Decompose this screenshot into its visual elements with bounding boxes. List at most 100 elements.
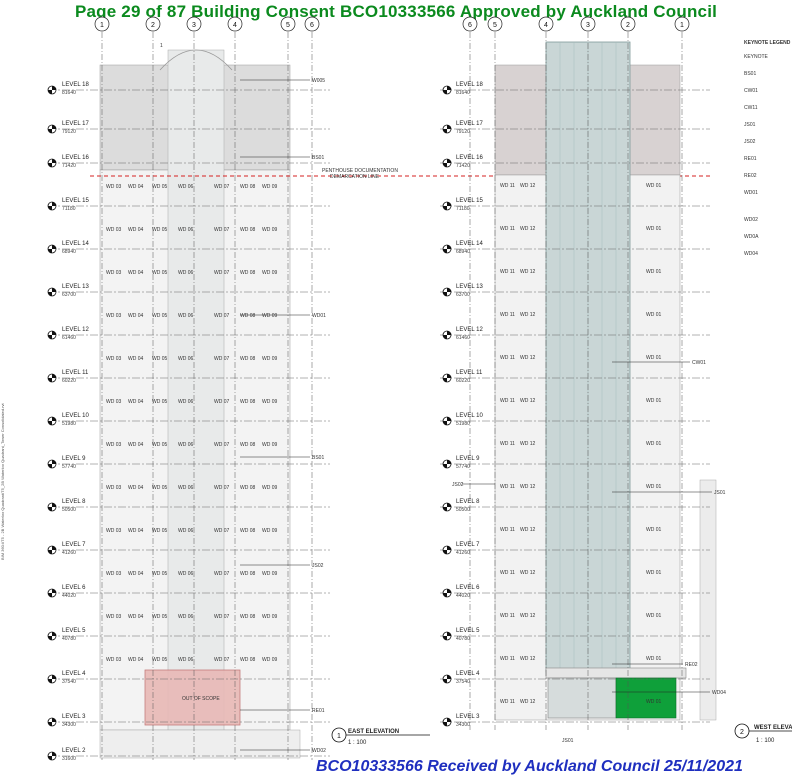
window-tag: WD 06 <box>178 270 194 276</box>
window-tag: WD 12 <box>520 613 536 619</box>
window-tag: WD 05 <box>152 657 168 663</box>
window-tag: WD 11 <box>500 398 515 404</box>
keynote-item: CW11 <box>744 105 758 111</box>
window-tag: WD 08 <box>240 528 256 534</box>
window-tag: WD 12 <box>520 312 536 318</box>
level-name: LEVEL 16 <box>456 155 483 161</box>
window-tag: WD 11 <box>500 699 515 705</box>
level-name: LEVEL 4 <box>456 671 480 677</box>
level-rl: 60220 <box>62 378 76 384</box>
grid-bubble <box>538 16 554 32</box>
demarcation-label: PENTHOUSE DOCUMENTATION <box>322 168 398 174</box>
window-tag: WD 09 <box>262 270 278 276</box>
window-tag: WD 03 <box>106 528 122 534</box>
level-marker-fill <box>443 632 451 640</box>
level-rl: 41260 <box>62 550 76 556</box>
level-marker-fill <box>48 460 56 468</box>
window-tag: WD 08 <box>240 270 256 276</box>
window-tag: WD 08 <box>240 399 256 405</box>
lobby-glazing <box>547 677 617 719</box>
level-marker-fill <box>443 288 451 296</box>
window-tag: WD 11 <box>500 484 515 490</box>
grid-label: 4 <box>233 22 237 29</box>
annotation-label: WD01 <box>312 313 326 319</box>
level-name: LEVEL 12 <box>62 327 89 333</box>
level-rl: 71420 <box>62 163 76 169</box>
level-name: LEVEL 12 <box>456 327 483 333</box>
window-tag: WD 11 <box>500 441 515 447</box>
level-name: LEVEL 3 <box>62 714 86 720</box>
level-rl: 50500 <box>62 507 76 513</box>
window-tag: WD 04 <box>128 227 144 233</box>
window-tag: WD 08 <box>240 614 256 620</box>
west-elevation: 6 5 4 3 2 1 LEVEL 18 81640 LEVEL 17 79120 LEVEL 16… <box>440 16 792 744</box>
window-tag: WD 12 <box>520 656 536 662</box>
annotation-label: JS01 <box>714 490 726 496</box>
window-tag: WD 08 <box>240 485 256 491</box>
window-tag: WD 03 <box>106 356 122 362</box>
level-name: LEVEL 9 <box>62 456 86 462</box>
window-tag: WD 07 <box>214 399 230 405</box>
grid-label: 5 <box>493 22 497 29</box>
window-tag: WD 11 <box>500 269 515 275</box>
window-tag: WD 06 <box>178 356 194 362</box>
level-rl: 31600 <box>62 756 76 762</box>
level-name: LEVEL 6 <box>456 585 480 591</box>
keynote-legend: KEYNOTE LEGEND KEYNOTE BS01 CW01 CW11 JS01 JS0… <box>744 40 791 257</box>
annotation-label: JS02 <box>312 563 324 569</box>
level-marker-fill <box>48 202 56 210</box>
level-name: LEVEL 13 <box>456 284 483 290</box>
keynote-item: JS02 <box>744 139 756 145</box>
level-name: LEVEL 14 <box>456 241 483 247</box>
level-marker-fill <box>48 589 56 597</box>
window-tag: WD 11 <box>500 527 515 533</box>
window-tag: WD 01 <box>646 527 662 533</box>
adjacent-wall <box>699 479 717 721</box>
level-name: LEVEL 10 <box>62 413 89 419</box>
grid-label: 2 <box>626 22 630 29</box>
level-rl: 71180 <box>456 206 470 212</box>
window-tag: WD 01 <box>646 441 662 447</box>
grid-bubble <box>620 16 636 32</box>
view-title: WEST ELEVATION <box>754 725 792 731</box>
level-rl: 63700 <box>456 292 470 298</box>
grid-label: 1 <box>100 22 104 29</box>
annotation-label: JS02 <box>452 482 464 488</box>
grid-label: 3 <box>586 22 590 29</box>
window-tag: WD 03 <box>106 227 122 233</box>
window-tag: WD 09 <box>262 184 278 190</box>
level-marker-fill <box>48 245 56 253</box>
window-tag: WD 06 <box>178 184 194 190</box>
level-rl: 68940 <box>62 249 76 255</box>
window-tag: WD 07 <box>214 614 230 620</box>
level-marker-fill <box>48 546 56 554</box>
grid-label: 2 <box>151 22 155 29</box>
level-marker-fill <box>443 718 451 726</box>
grid-label: 1 <box>680 22 684 29</box>
window-tag: WD 04 <box>128 571 144 577</box>
window-tag: WD 01 <box>646 355 662 361</box>
grid-bubble <box>280 16 296 32</box>
level-name: LEVEL 11 <box>62 370 89 376</box>
level-name: LEVEL 17 <box>62 121 89 127</box>
level-rl: 79120 <box>62 129 76 135</box>
window-tag: WD 11 <box>500 226 515 232</box>
window-tag: WD 01 <box>646 699 662 705</box>
level-name: LEVEL 8 <box>456 499 480 505</box>
level-name: LEVEL 4 <box>62 671 86 677</box>
window-tag: WD 07 <box>214 657 230 663</box>
level-marker-fill <box>443 546 451 554</box>
level-rl: 37540 <box>62 679 76 685</box>
window-tag: WD 03 <box>106 571 122 577</box>
window-tag: WD 03 <box>106 313 122 319</box>
window-tag: WD 09 <box>262 485 278 491</box>
window-tag: WD 09 <box>262 313 278 319</box>
view-scale: 1 : 100 <box>348 740 367 746</box>
east-elevation: 1 2 3 4 5 6 LEVEL 18 81640 LEVEL 17 79120 LEVEL 16… <box>47 16 710 762</box>
window-tag: WD 07 <box>214 227 230 233</box>
level-rl: 57740 <box>456 464 470 470</box>
level-name: LEVEL 11 <box>456 370 483 376</box>
level-marker-fill <box>443 245 451 253</box>
annotation-label: JS01 <box>562 738 574 744</box>
level-marker-fill <box>443 331 451 339</box>
